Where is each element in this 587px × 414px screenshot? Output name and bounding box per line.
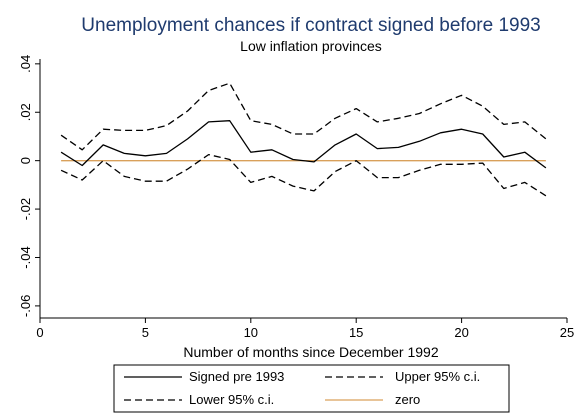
y-tick-label: .02 [18, 103, 33, 121]
x-tick-label: 10 [244, 325, 258, 340]
plot-area: .04 .02 0 -.02 -.04 -.06 0 5 10 15 20 25 [18, 55, 574, 340]
series-line-signed-pre-1993 [60, 120, 547, 169]
x-tick-label: 20 [454, 325, 468, 340]
x-ticks: 0 5 10 15 20 25 [36, 318, 574, 340]
legend-box [113, 364, 510, 413]
series-line-lower-95-c-i [60, 153, 547, 197]
x-tick-label: 15 [349, 325, 363, 340]
x-axis-label: Number of months since December 1992 [183, 344, 438, 360]
chart-subtitle: Low inflation provinces [240, 38, 382, 54]
y-tick-label: .04 [18, 55, 33, 73]
series-line-upper-95-c-i [60, 82, 547, 151]
legend: Signed pre 1993 Upper 95% c.i. Lower 95% c… [113, 364, 510, 413]
legend-entries: Signed pre 1993 Upper 95% c.i. Lower 95% c… [124, 369, 480, 407]
y-tick-label: -.02 [18, 198, 33, 220]
y-ticks: .04 .02 0 -.02 -.04 -.06 [18, 55, 40, 317]
y-tick-label: -.04 [18, 246, 33, 268]
legend-label: Signed pre 1993 [189, 369, 284, 384]
legend-label: zero [395, 392, 420, 407]
legend-label: Upper 95% c.i. [395, 369, 480, 384]
x-tick-label: 5 [142, 325, 149, 340]
series-lines [60, 82, 547, 197]
x-tick-label: 25 [560, 325, 574, 340]
chart-title: Unemployment chances if contract signed … [81, 15, 540, 36]
y-tick-label: -.06 [18, 295, 33, 317]
y-tick-label: 0 [18, 157, 33, 164]
legend-label: Lower 95% c.i. [189, 392, 274, 407]
x-tick-label: 0 [36, 325, 43, 340]
